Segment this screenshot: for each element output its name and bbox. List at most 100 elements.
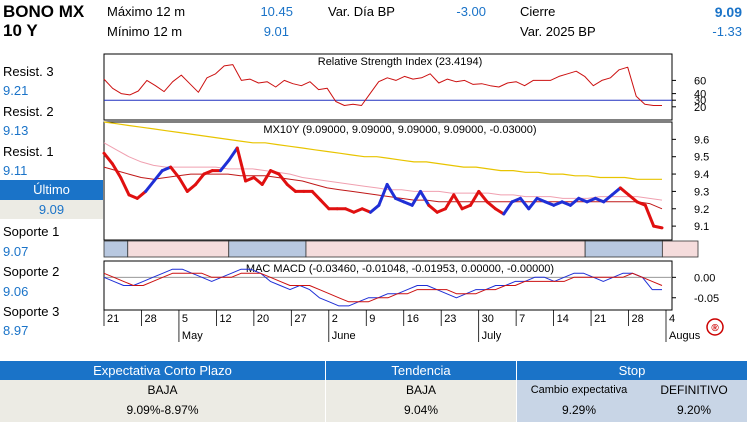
price-segment bbox=[618, 186, 631, 197]
rsi-ytick-label: 30 bbox=[694, 95, 706, 107]
price-segment bbox=[410, 189, 422, 207]
instrument-name: BONO MX bbox=[3, 2, 85, 21]
price-segment bbox=[518, 196, 531, 211]
price-segment bbox=[535, 196, 547, 204]
x-day-label: 23 bbox=[444, 313, 456, 325]
price-segment bbox=[393, 196, 406, 204]
stop-header: Stop bbox=[517, 361, 747, 380]
soporte3-value: 8.97 bbox=[3, 323, 29, 338]
price-segment bbox=[227, 146, 239, 162]
price-segment bbox=[560, 200, 572, 207]
price-segment bbox=[277, 172, 289, 186]
x-month-label: Augus bbox=[669, 330, 701, 342]
rsi-line bbox=[103, 64, 662, 106]
expectativa-value: BAJA bbox=[147, 383, 178, 397]
price-segment bbox=[269, 169, 281, 176]
price-segment bbox=[585, 196, 597, 204]
price-ytick-label: 9.6 bbox=[694, 134, 709, 146]
price-segment bbox=[610, 186, 622, 197]
cierre-label: Cierre bbox=[520, 4, 556, 19]
price-segment bbox=[427, 203, 439, 214]
cierre-value: 9.09 bbox=[714, 4, 742, 20]
macd-ytick-label: -0.05 bbox=[694, 293, 719, 305]
price-segment bbox=[502, 200, 514, 216]
instrument-tenor: 10 Y bbox=[3, 21, 38, 40]
price-segment bbox=[135, 189, 148, 200]
var-2025-label: Var. 2025 BP bbox=[520, 24, 596, 39]
cambio-label: Cambio expectativa bbox=[530, 384, 628, 396]
price-segment bbox=[643, 203, 656, 228]
stop-column: Stop Cambio expectativa 9.29% DEFINITIVO… bbox=[517, 361, 747, 422]
price-segment bbox=[377, 182, 389, 207]
price-segment bbox=[252, 176, 264, 186]
price-segment bbox=[119, 176, 131, 197]
tendencia-header: Tendencia bbox=[326, 361, 516, 380]
price-segment bbox=[385, 182, 397, 200]
ultimo-value: 9.09 bbox=[0, 200, 103, 219]
price-segment bbox=[360, 207, 373, 214]
rsi-ytick-label: 40 bbox=[694, 89, 706, 101]
expectativa-header: Expectativa Corto Plazo bbox=[0, 361, 325, 380]
expectativa-range: 9.09%-8.97% bbox=[126, 403, 199, 417]
price-segment bbox=[102, 151, 114, 166]
price-segment bbox=[160, 165, 173, 173]
price-segment bbox=[194, 172, 206, 186]
trend-band-segment bbox=[103, 240, 129, 258]
instrument-title: BONO MX 10 Y bbox=[3, 2, 84, 40]
trend-band-segment bbox=[661, 240, 699, 258]
price-segment bbox=[468, 189, 481, 207]
macd-title: MAC MACD (-0.03460, -0.01048, -0.01953, … bbox=[246, 263, 554, 275]
x-day-label: 30 bbox=[482, 313, 494, 325]
summary-table: Expectativa Corto Plazo BAJA 9.09%-8.97%… bbox=[0, 361, 747, 422]
rsi-ytick-label: 60 bbox=[694, 75, 706, 87]
trend-band-segment bbox=[127, 240, 230, 258]
soporte1-label: Soporte 1 bbox=[3, 224, 60, 239]
x-day-label: 21 bbox=[107, 313, 119, 325]
var-2025-value: -1.33 bbox=[712, 24, 742, 39]
refresh-icon[interactable]: ® bbox=[706, 318, 724, 336]
x-day-label: 14 bbox=[557, 313, 569, 325]
price-panel: 9.6 9.5 9.4 9.3 9.2 9.1 MX10Y (9.09000, 9.0900… bbox=[102, 121, 709, 241]
price-segment bbox=[652, 224, 664, 230]
price-segment bbox=[577, 196, 589, 204]
x-month-label: May bbox=[182, 330, 203, 342]
price-segment bbox=[593, 196, 606, 204]
price-ytick-label: 9.4 bbox=[694, 169, 709, 181]
max12-label: Máximo 12 m bbox=[107, 4, 186, 19]
tendencia-level: 9.04% bbox=[403, 403, 439, 417]
x-day-label: 9 bbox=[369, 313, 375, 325]
price-segment bbox=[219, 158, 231, 173]
price-ytick-label: 9.5 bbox=[694, 152, 709, 164]
x-month-label: July bbox=[482, 330, 502, 342]
price-segment bbox=[635, 200, 647, 207]
resist2-value: 9.13 bbox=[3, 123, 29, 138]
price-segment bbox=[602, 193, 614, 204]
price-segment bbox=[235, 146, 248, 183]
soporte3-label: Soporte 3 bbox=[3, 304, 60, 319]
price-segment bbox=[552, 200, 564, 207]
price-segment bbox=[485, 200, 497, 211]
soporte2-label: Soporte 2 bbox=[3, 264, 60, 279]
trend-band-segment bbox=[584, 240, 663, 258]
resist1-value: 9.11 bbox=[3, 163, 28, 178]
macd-signal-line bbox=[103, 272, 663, 303]
min12-value: 9.01 bbox=[263, 24, 289, 39]
trend-band bbox=[103, 240, 699, 258]
soporte2-value: 9.06 bbox=[3, 284, 29, 299]
definitivo-value: 9.20% bbox=[676, 403, 712, 417]
rsi-ytick-label: 20 bbox=[694, 102, 706, 114]
price-segment bbox=[435, 207, 447, 214]
price-segment bbox=[477, 189, 489, 204]
cambio-value: 9.29% bbox=[561, 403, 597, 417]
x-day-label: 28 bbox=[632, 313, 644, 325]
price-segment bbox=[202, 169, 214, 176]
resist3-value: 9.21 bbox=[3, 83, 29, 98]
price-segment bbox=[568, 196, 581, 207]
x-day-label: 21 bbox=[594, 313, 606, 325]
var-dia-value: -3.00 bbox=[456, 4, 486, 19]
price-segment bbox=[310, 189, 323, 202]
x-axis: 21 28 5 12 20 27 2 9 16 23 30 7 14 21 28 4 May June July Au… bbox=[103, 310, 701, 342]
rsi-title: Relative Strength Index (23.4194) bbox=[318, 56, 483, 68]
macd-panel: 0.00 -0.05 MAC MACD (-0.03460, -0.01048, -… bbox=[103, 260, 719, 311]
